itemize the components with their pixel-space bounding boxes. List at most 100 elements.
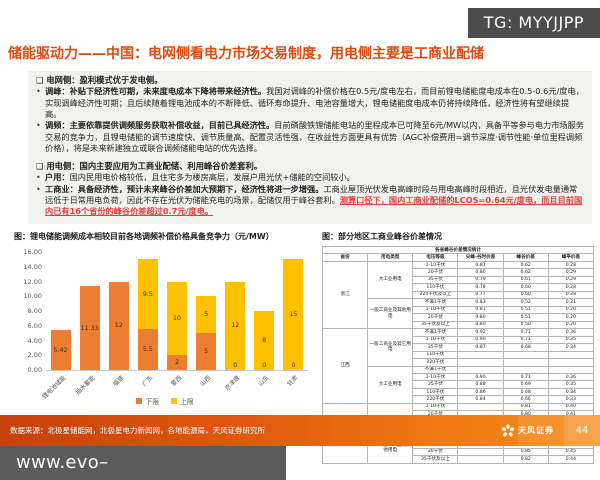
- bar-segment: 12: [108, 281, 129, 370]
- price-diff-cell: [502, 365, 549, 375]
- stacked-bar: 12 0: [225, 281, 246, 370]
- price-diff-cell: 0.29: [547, 268, 595, 277]
- table-row: 浙江 大工业用电 1-10千伏 0.81 0.62 0.28: [321, 260, 595, 330]
- voltage-level-cell: 110千伏: [412, 350, 459, 360]
- bar-segment: 11.33: [79, 286, 100, 370]
- price-diff-cell: [547, 365, 595, 375]
- bar-chart-title: 图：锂电储能调频成本相较目前各地调频补偿价格具备竞争力（元/MW）: [14, 232, 274, 241]
- price-diff-cell: 0.81: [502, 402, 549, 412]
- price-diff-cell: [457, 357, 504, 367]
- stacked-bar: 5.42: [50, 330, 71, 370]
- price-diff-cell: [457, 455, 504, 464]
- footer-decoration: [518, 415, 564, 446]
- voltage-level-cell: 35千伏: [412, 380, 459, 389]
- page-number: 44: [564, 415, 600, 446]
- bar-slot: 2 10 蒙西: [162, 252, 191, 388]
- usage-type-cell: 一般工商业及其他用电: [367, 298, 414, 330]
- bar-segment: 5.5: [137, 329, 158, 370]
- bar-slot: 8 0 山东: [250, 252, 279, 388]
- voltage-level-cell: 220千伏: [412, 395, 459, 404]
- table-row: 一般工商业及其他用电 不满1千伏 0.83 0.52 0.21: [323, 298, 595, 330]
- price-diff-cell: 0.45: [547, 447, 595, 457]
- price-diff-cell: [502, 350, 549, 360]
- stacked-bar: 12: [108, 281, 129, 370]
- province-cell: 江西: [321, 328, 369, 404]
- bar-segment: 2: [166, 355, 187, 370]
- bar-slot: 5.5 9.5 广东: [133, 252, 162, 388]
- flower-logo-icon: [501, 423, 515, 436]
- voltage-level-cell: 1-10千伏: [412, 260, 459, 270]
- price-diff-cell: 0.33: [547, 395, 595, 404]
- usage-type-cell: 大工业用电: [367, 260, 414, 300]
- price-diff-cell: 0.35: [547, 335, 595, 345]
- price-diff-cell: 0.40: [547, 402, 595, 412]
- price-diff-cell: 0.62: [502, 260, 549, 270]
- price-diff-cell: [457, 402, 504, 412]
- watermark-url: www.evo–livewebentrance.org: [0, 446, 286, 480]
- legend-item: 上限: [171, 396, 194, 406]
- stacked-bar: 2 10: [166, 281, 187, 370]
- bar-plot: 5.42 锂电池储能 11.33 抽水蓄能 12 福建 5.5 9.5 广东 2 10 蒙西 5 5 山西 1…: [23, 248, 308, 401]
- price-diff-cell: 0.80: [457, 313, 504, 322]
- brand-name: 天风证券: [518, 426, 554, 435]
- table-column-header: 尖峰-谷时价差: [457, 253, 504, 262]
- price-diff-cell: 0.51: [502, 313, 549, 322]
- price-diff-cell: 0.69: [502, 380, 549, 389]
- price-diff-cell: 0.50: [502, 320, 549, 330]
- price-diff-cell: 0.82: [502, 455, 549, 464]
- bar-segment: 8: [254, 311, 275, 370]
- price-diff-cell: 0.29: [547, 275, 595, 285]
- legend-swatch: [136, 398, 143, 404]
- bar-slot: 5.42 锂电池储能: [41, 252, 75, 401]
- section-header: ❑ 用电侧：国内主要应用为工商业配储、利用峰谷价差套利。: [36, 161, 263, 171]
- table-row: 广东（广州、珠海、佛山、中山、东莞区域）一、大工业用电1-10千伏0.810.4…: [321, 402, 595, 464]
- bar-segment: 9.5: [137, 259, 158, 330]
- bar-segment: 15: [283, 259, 304, 370]
- voltage-level-cell: 不满1千伏: [412, 365, 459, 375]
- price-diff-cell: 0.71: [502, 372, 549, 382]
- user-side-panel: ❑ 用电侧：国内主要应用为工商业配储、利用峰谷价差套利。 • 户用：国内民用电价…: [28, 157, 592, 224]
- voltage-level-cell: 不满1千伏: [412, 328, 459, 337]
- price-diff-cell: 0.60: [502, 290, 549, 300]
- zero-value-label: 0: [291, 362, 296, 369]
- price-diff-cell: 0.90: [457, 372, 504, 382]
- price-diff-cell: 0.36: [547, 372, 595, 382]
- price-diff-cell: 0.20: [547, 313, 595, 322]
- price-diff-cell: 0.78: [457, 283, 504, 292]
- voltage-level-cell: 110千伏: [412, 283, 459, 292]
- bar-slot: 5 5 山西: [192, 252, 221, 388]
- bullet-item: • 工商业：具备经济性，预计未来峰谷价差加大预期下，经济性将进一步增强。工商业屋…: [36, 183, 583, 217]
- x-axis-category-label: 甘肃: [286, 374, 300, 388]
- y-axis-tick-label: 8.00: [27, 307, 42, 315]
- table-row: 35千伏 0.79 0.61 0.29: [323, 275, 595, 285]
- y-axis-tick-label: 4.00: [27, 336, 42, 345]
- price-diff-cell: [457, 365, 504, 375]
- voltage-level-cell: 220千伏: [412, 357, 459, 367]
- voltage-level-cell: 35千伏及以上: [412, 320, 459, 330]
- voltage-level-cell: 35千伏及以上: [412, 455, 459, 464]
- price-diff-cell: 0.88: [457, 380, 504, 389]
- price-diff-cell: 0.36: [547, 328, 595, 337]
- table-row: 35千伏及以上 0.82 0.44: [323, 455, 595, 464]
- price-diff-cell: 0.85: [502, 447, 549, 457]
- x-axis-category-label: 山东: [257, 374, 271, 388]
- voltage-level-cell: 20千伏: [412, 447, 459, 457]
- tf-securities-logo: 天风证券: [501, 415, 554, 446]
- price-diff-cell: [457, 350, 504, 360]
- usage-type-cell: 大工业用电: [367, 365, 414, 404]
- bar-segment: 5: [196, 333, 217, 370]
- voltage-level-cell: 220千伏及以上: [412, 290, 459, 300]
- voltage-level-cell: 1-10千伏: [412, 305, 459, 315]
- price-diff-cell: 0.61: [502, 275, 549, 285]
- price-diff-cell: 0.80: [457, 268, 504, 277]
- table-row: 大工业用电 不满1千伏: [323, 365, 595, 404]
- voltage-level-cell: 1-10千伏: [412, 335, 459, 345]
- x-axis-category-label: 抽水蓄能: [74, 374, 97, 397]
- price-diff-cell: 0.80: [457, 320, 504, 330]
- price-diff-cell: 0.71: [502, 328, 549, 337]
- price-diff-cell: 0.86: [457, 387, 504, 397]
- bar-segment: 5: [196, 296, 217, 334]
- legend-swatch: [171, 398, 177, 404]
- price-diff-cell: 0.28: [547, 260, 595, 270]
